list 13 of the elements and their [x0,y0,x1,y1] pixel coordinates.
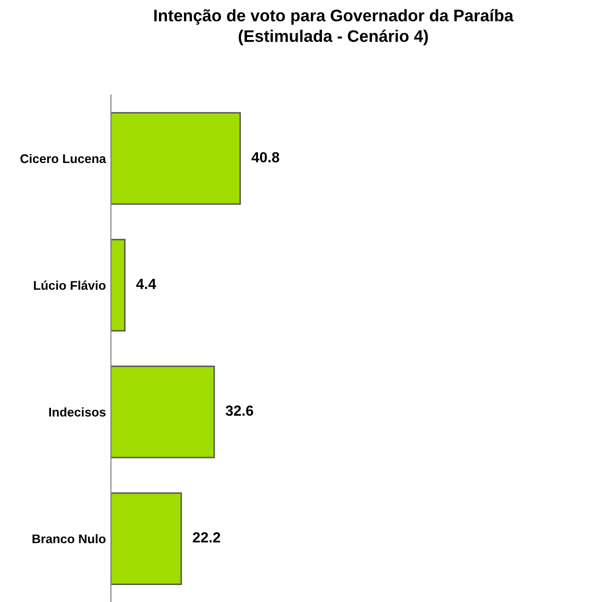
y-tick-label: Indecisos [49,407,106,417]
y-tick-label: Lúcio Flávio [34,280,106,290]
bar [110,112,241,205]
data-label: 22.2 [192,532,220,542]
bar [110,366,215,458]
bar [110,492,182,585]
text: Intenção de voto para Governador da Paraíba (Estimulada - Cenário 4) [154,9,514,46]
y-tick-label: Branco Nulo [32,534,106,544]
data-label: 32.6 [226,406,254,416]
data-label: 4.4 [136,278,156,289]
bar [110,238,126,332]
y-tick-label: Cicero Lucena [20,154,106,164]
data-label: 40.8 [252,152,280,162]
